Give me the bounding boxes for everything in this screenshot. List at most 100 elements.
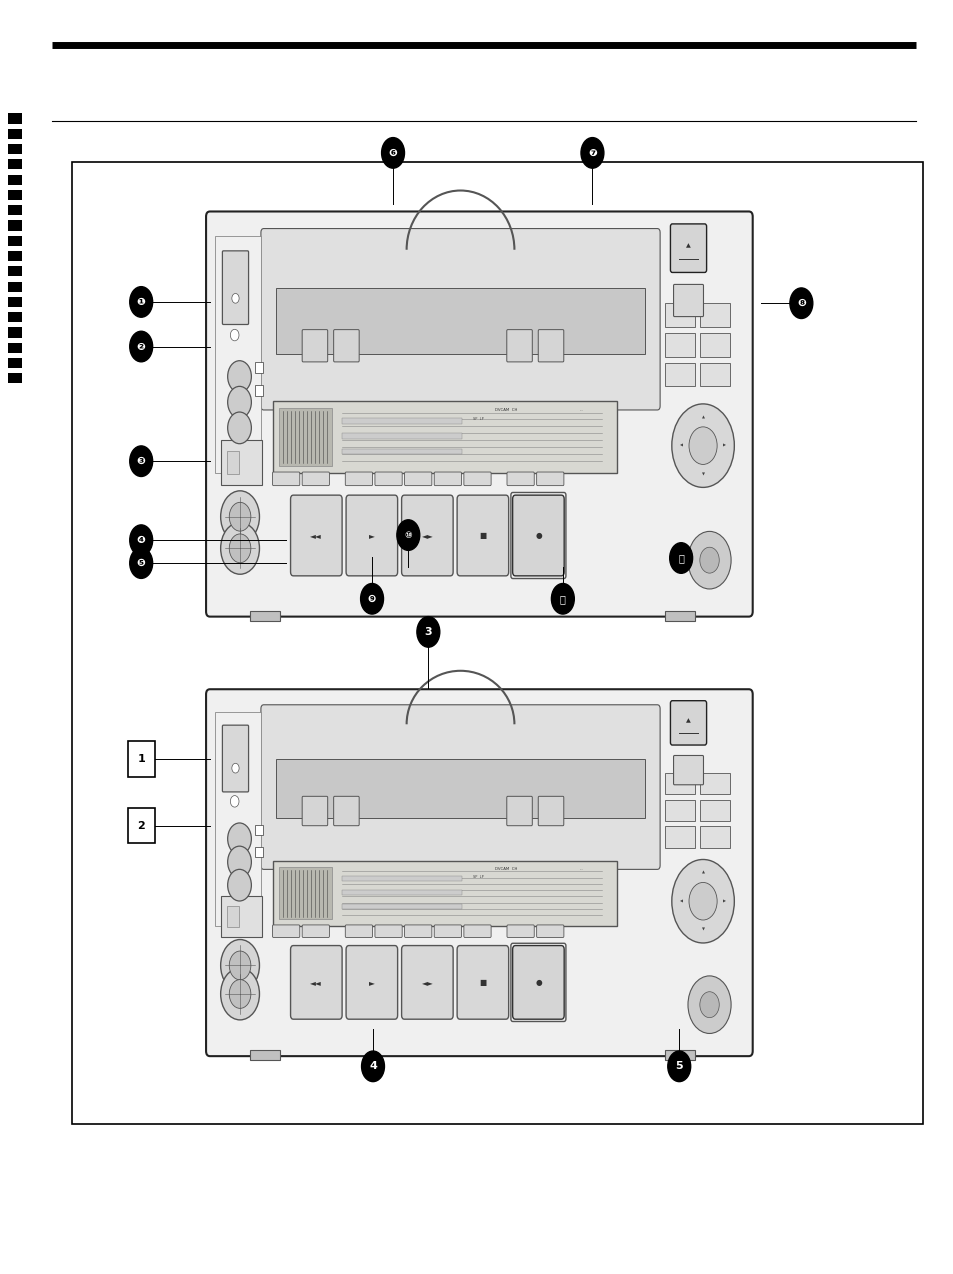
Circle shape [551, 583, 574, 614]
Bar [8, 129, 22, 139]
Circle shape [130, 287, 152, 317]
Bar [8, 282, 22, 292]
Circle shape [130, 331, 152, 362]
FancyBboxPatch shape [506, 925, 534, 938]
FancyBboxPatch shape [401, 496, 453, 576]
Text: ▲: ▲ [685, 243, 690, 248]
Bar [215, 712, 261, 926]
Bar [8, 113, 22, 124]
FancyBboxPatch shape [537, 473, 563, 485]
Bar [8, 297, 22, 307]
Bar [128, 808, 154, 843]
FancyBboxPatch shape [375, 473, 402, 485]
Circle shape [580, 138, 603, 168]
Circle shape [220, 522, 259, 575]
FancyBboxPatch shape [673, 755, 702, 785]
Bar [8, 205, 22, 215]
Circle shape [360, 583, 383, 614]
FancyBboxPatch shape [222, 725, 249, 792]
Bar [8, 236, 22, 246]
Bar [250, 610, 279, 622]
Bar [8, 251, 22, 261]
Bar [8, 327, 22, 338]
Text: ▲: ▲ [700, 415, 704, 419]
Bar [341, 433, 461, 438]
Circle shape [396, 520, 419, 550]
Text: ❾: ❾ [368, 594, 375, 604]
Circle shape [688, 883, 717, 920]
Circle shape [232, 763, 239, 773]
Bar [664, 363, 694, 386]
Text: ❸: ❸ [136, 456, 146, 466]
Bar [227, 451, 239, 474]
FancyBboxPatch shape [670, 224, 706, 273]
FancyBboxPatch shape [302, 330, 327, 362]
Text: ▲: ▲ [700, 871, 704, 875]
Bar [341, 448, 461, 454]
Text: ⑩: ⑩ [404, 530, 412, 540]
Bar [341, 903, 461, 908]
Circle shape [688, 427, 717, 465]
Bar [700, 800, 729, 820]
FancyBboxPatch shape [463, 473, 491, 485]
Text: ►: ► [369, 978, 375, 987]
Text: ---: --- [579, 409, 583, 413]
Text: ❺: ❺ [136, 558, 146, 568]
Bar [341, 877, 461, 882]
Text: ◄◄: ◄◄ [310, 531, 322, 540]
Circle shape [220, 490, 259, 543]
Text: ❶: ❶ [136, 297, 146, 307]
Bar [215, 237, 261, 474]
FancyBboxPatch shape [401, 945, 453, 1019]
FancyBboxPatch shape [537, 925, 563, 938]
FancyBboxPatch shape [334, 330, 358, 362]
FancyBboxPatch shape [291, 496, 342, 576]
Circle shape [669, 543, 692, 573]
FancyBboxPatch shape [291, 945, 342, 1019]
Bar [254, 385, 262, 396]
Bar [275, 759, 645, 818]
Bar [700, 333, 729, 357]
Circle shape [687, 531, 730, 589]
Bar [278, 868, 332, 920]
Circle shape [220, 939, 259, 991]
FancyBboxPatch shape [334, 796, 358, 826]
Bar [700, 773, 729, 794]
Text: ▼: ▼ [700, 473, 704, 476]
Bar [278, 408, 332, 466]
Bar [254, 826, 262, 836]
Circle shape [667, 1051, 690, 1082]
FancyBboxPatch shape [302, 796, 327, 826]
Text: SP  LP: SP LP [473, 417, 484, 420]
Bar [8, 175, 22, 185]
Text: ●: ● [535, 531, 541, 540]
FancyBboxPatch shape [375, 925, 402, 938]
Circle shape [229, 502, 251, 531]
FancyBboxPatch shape [206, 211, 752, 617]
Text: ■: ■ [478, 978, 486, 987]
FancyBboxPatch shape [260, 705, 659, 869]
FancyBboxPatch shape [673, 284, 702, 317]
Bar [8, 343, 22, 353]
FancyBboxPatch shape [512, 496, 563, 576]
Bar [664, 303, 694, 327]
Text: ◄►: ◄► [421, 978, 433, 987]
FancyBboxPatch shape [273, 925, 299, 938]
Bar [250, 1050, 279, 1060]
Text: SP  LP: SP LP [473, 875, 484, 879]
Text: ⑫: ⑫ [678, 553, 683, 563]
Circle shape [228, 361, 252, 392]
Text: ❹: ❹ [136, 535, 146, 545]
Bar [700, 827, 729, 847]
Circle shape [381, 138, 404, 168]
FancyBboxPatch shape [346, 496, 397, 576]
FancyBboxPatch shape [302, 925, 329, 938]
Circle shape [228, 869, 252, 901]
FancyBboxPatch shape [206, 689, 752, 1056]
Circle shape [229, 534, 251, 563]
FancyBboxPatch shape [456, 945, 508, 1019]
Bar [700, 303, 729, 327]
FancyBboxPatch shape [345, 473, 372, 485]
FancyBboxPatch shape [506, 473, 534, 485]
Text: ●: ● [535, 978, 541, 987]
